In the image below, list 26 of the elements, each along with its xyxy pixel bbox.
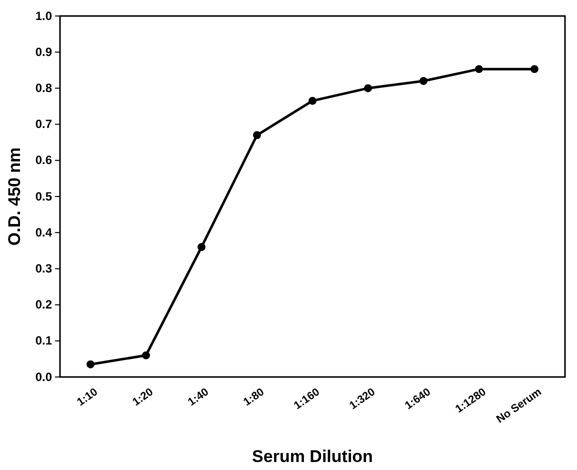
x-tick-label: 1:20 bbox=[130, 386, 156, 409]
y-tick-label: 0.0 bbox=[35, 370, 52, 384]
point bbox=[308, 96, 316, 105]
point bbox=[420, 77, 428, 85]
x-tick-label: 1:10 bbox=[75, 386, 100, 409]
point bbox=[530, 65, 538, 74]
y-tick-label: 0.7 bbox=[35, 117, 52, 132]
y-tick-label: 0.6 bbox=[35, 153, 52, 168]
point bbox=[86, 360, 95, 368]
point bbox=[474, 65, 483, 74]
y-tick-label: 0.8 bbox=[35, 81, 52, 96]
x-tick-label: 1:80 bbox=[242, 386, 266, 409]
y-tick-label: 0.3 bbox=[35, 262, 52, 276]
point bbox=[142, 351, 150, 360]
x-axis-title: Serum Dilution bbox=[252, 447, 373, 466]
point bbox=[364, 84, 372, 92]
point bbox=[198, 243, 206, 252]
y-tick-label: 0.1 bbox=[35, 334, 52, 348]
y-tick-label: 0.4 bbox=[35, 225, 52, 240]
y-tick-label: 0.2 bbox=[35, 298, 52, 312]
y-axis-title: O.D. 450 nm bbox=[5, 147, 24, 246]
y-tick-label: 0.9 bbox=[35, 44, 52, 59]
y-tick-label: 1.0 bbox=[35, 8, 52, 23]
y-tick-label: 0.5 bbox=[35, 189, 52, 204]
x-tick-label: 1:40 bbox=[186, 386, 211, 409]
point bbox=[253, 131, 261, 140]
